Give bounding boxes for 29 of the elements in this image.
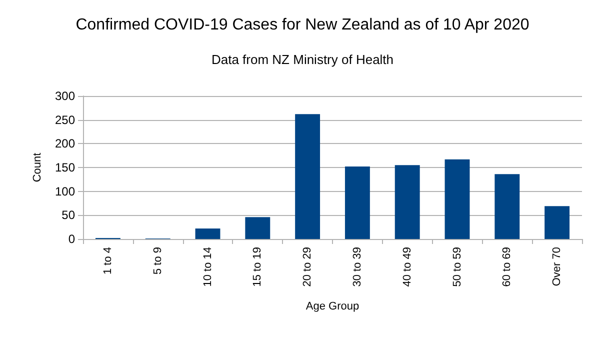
x-tick-label: 1 to 4	[102, 247, 114, 275]
x-tick-label: 50 to 59	[451, 247, 464, 287]
y-tick-label: 100	[54, 184, 76, 198]
x-tick-label: 10 to 14	[202, 247, 214, 287]
y-tick-label: 250	[54, 112, 76, 127]
x-tick-label: 40 to 49	[401, 247, 414, 287]
y-tick-label: 150	[54, 160, 76, 174]
bar	[444, 159, 470, 239]
chart-title: Confirmed COVID-19 Cases for New Zealand as of 10 Apr 2020	[76, 16, 530, 34]
x-tick-label: 5 to 9	[152, 247, 164, 275]
x-tick-label: 30 to 39	[351, 247, 364, 287]
y-axis-title: Count	[32, 152, 44, 182]
chart-subtitle: Data from NZ Ministry of Health	[211, 52, 394, 67]
x-tick-label: 60 to 69	[501, 247, 514, 287]
x-axis-title: Age Group	[306, 300, 360, 312]
bar	[344, 166, 370, 239]
x-tick-label: 15 to 19	[252, 247, 264, 287]
bar	[295, 114, 320, 239]
bar	[544, 206, 570, 239]
bar	[494, 174, 520, 239]
y-tick-label: 300	[54, 89, 76, 103]
x-tick-label: Over 70	[551, 247, 564, 286]
bar	[245, 217, 270, 239]
bar	[195, 228, 220, 239]
y-tick-label: 200	[54, 136, 76, 151]
y-tick-label: 50	[62, 208, 76, 222]
x-tick-label: 20 to 29	[302, 247, 314, 287]
bar	[394, 165, 420, 239]
y-tick-label: 0	[68, 232, 76, 246]
